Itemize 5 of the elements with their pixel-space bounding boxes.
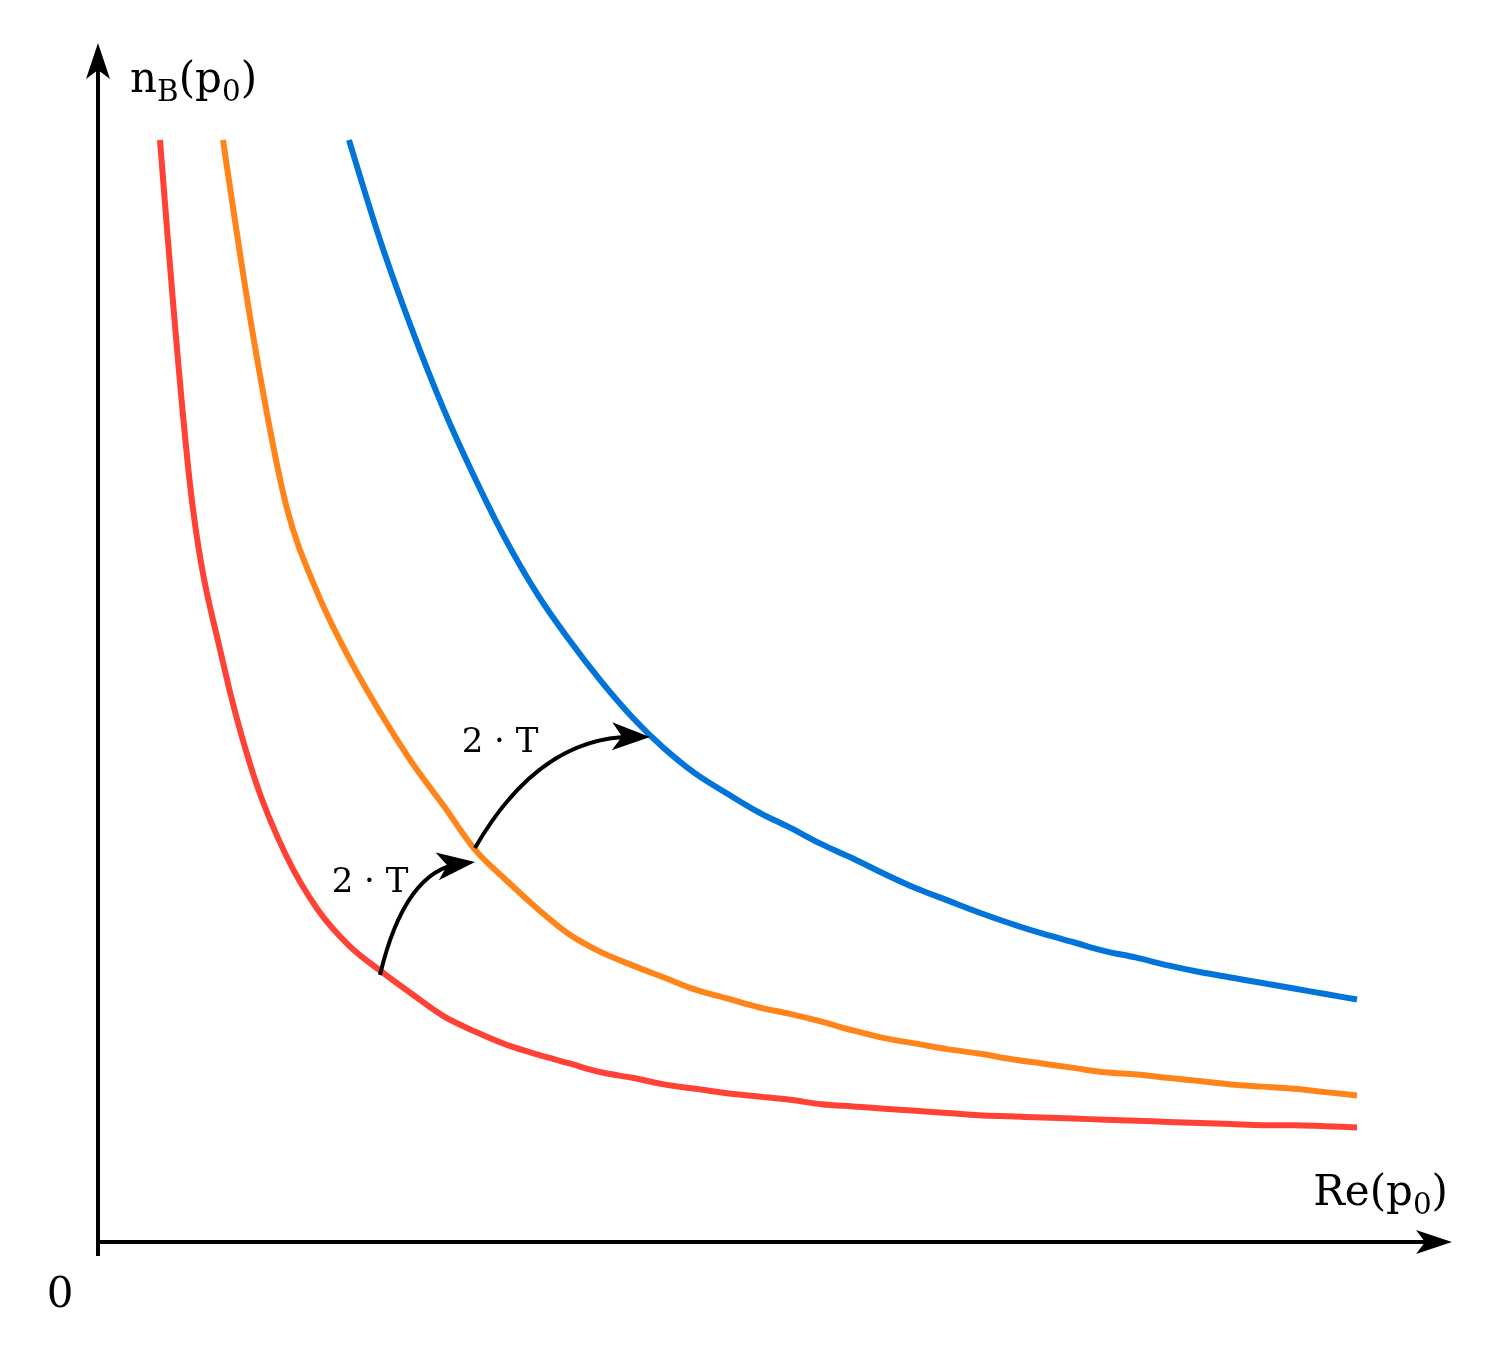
x-axis-title: Re(p$_{0}$)	[1313, 1166, 1448, 1221]
annotation: 2 · T	[331, 860, 409, 900]
text: 0	[46, 1268, 74, 1317]
annotation: 2 · T	[461, 720, 539, 760]
y-axis-title: n$_{B}$(p$_{0}$)	[130, 53, 258, 108]
